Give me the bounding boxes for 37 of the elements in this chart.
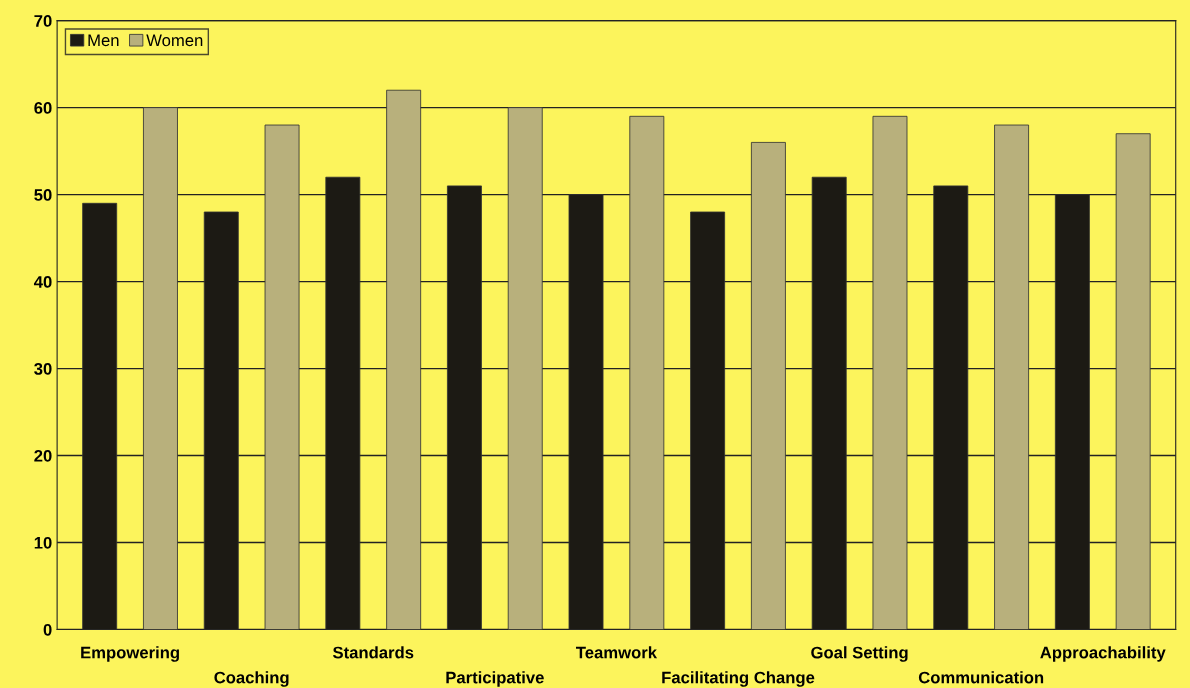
bar bbox=[629, 115, 665, 630]
y-tick-label: 70 bbox=[34, 15, 52, 27]
bar bbox=[811, 176, 847, 630]
x-tick-label: Communication bbox=[918, 671, 1044, 684]
y-tick-label: 20 bbox=[34, 449, 52, 462]
bar bbox=[507, 107, 543, 630]
x-tick-label: Standards bbox=[332, 646, 414, 659]
bar bbox=[82, 202, 118, 630]
x-tick-label: Facilitating Change bbox=[662, 671, 815, 687]
bar bbox=[446, 185, 482, 630]
bar bbox=[994, 124, 1030, 630]
bar bbox=[568, 194, 604, 630]
bar bbox=[872, 115, 908, 630]
x-tick-label: Empowering bbox=[81, 646, 179, 662]
bar bbox=[203, 211, 239, 630]
y-tick-label: 30 bbox=[34, 362, 52, 375]
bar bbox=[750, 142, 786, 630]
bar bbox=[325, 176, 361, 630]
y-tick-label: 50 bbox=[34, 189, 52, 201]
x-tick-label: Approachability bbox=[1040, 646, 1166, 662]
x-tick-label: Participative bbox=[446, 671, 544, 687]
y-tick-label: 0 bbox=[43, 623, 52, 636]
bar bbox=[933, 185, 969, 630]
x-tick-label: Teamwork bbox=[576, 646, 658, 659]
bar bbox=[1115, 133, 1151, 630]
bar bbox=[690, 211, 726, 630]
x-tick-label: Goal Setting bbox=[811, 646, 908, 662]
bar bbox=[143, 107, 178, 630]
bar bbox=[386, 89, 422, 630]
x-tick-label: Coaching bbox=[214, 671, 289, 687]
y-tick-label: 10 bbox=[34, 536, 52, 549]
bar bbox=[264, 124, 300, 630]
bar bbox=[1054, 194, 1090, 630]
legend-label: Women bbox=[146, 34, 203, 47]
y-tick-label: 60 bbox=[34, 102, 52, 114]
y-tick-label: 40 bbox=[33, 275, 52, 288]
legend-label: Men bbox=[88, 34, 119, 47]
